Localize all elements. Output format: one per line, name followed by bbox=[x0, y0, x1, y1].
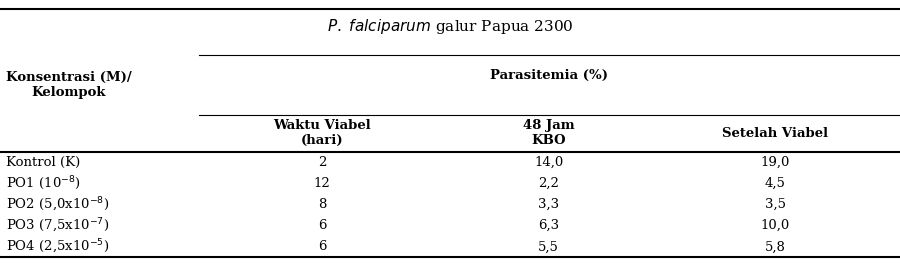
Text: 6: 6 bbox=[318, 219, 327, 232]
Text: PO4 (2,5x10$^{-5}$): PO4 (2,5x10$^{-5}$) bbox=[6, 238, 109, 256]
Text: PO1 (10$^{-8}$): PO1 (10$^{-8}$) bbox=[6, 175, 81, 192]
Text: 3,3: 3,3 bbox=[538, 198, 559, 211]
Text: 8: 8 bbox=[318, 198, 327, 211]
Text: 2: 2 bbox=[318, 156, 327, 169]
Text: PO2 (5,0x10$^{-8}$): PO2 (5,0x10$^{-8}$) bbox=[6, 195, 109, 214]
Text: $\it{P.\ falciparum}$ galur Papua 2300: $\it{P.\ falciparum}$ galur Papua 2300 bbox=[327, 17, 573, 36]
Text: Parasitemia (%): Parasitemia (%) bbox=[490, 69, 608, 82]
Text: 5,8: 5,8 bbox=[765, 240, 786, 253]
Text: PO3 (7,5x10$^{-7}$): PO3 (7,5x10$^{-7}$) bbox=[6, 217, 109, 235]
Text: Konsentrasi (M)/
Kelompok: Konsentrasi (M)/ Kelompok bbox=[6, 71, 131, 99]
Text: Waktu Viabel
(hari): Waktu Viabel (hari) bbox=[274, 119, 371, 147]
Text: 6,3: 6,3 bbox=[538, 219, 559, 232]
Text: 3,5: 3,5 bbox=[765, 198, 786, 211]
Text: 14,0: 14,0 bbox=[534, 156, 563, 169]
Text: 2,2: 2,2 bbox=[538, 177, 559, 190]
Text: 48 Jam
KBO: 48 Jam KBO bbox=[523, 119, 574, 147]
Text: 12: 12 bbox=[314, 177, 330, 190]
Text: 10,0: 10,0 bbox=[760, 219, 790, 232]
Text: Kontrol (K): Kontrol (K) bbox=[6, 156, 80, 169]
Text: 4,5: 4,5 bbox=[765, 177, 786, 190]
Text: 19,0: 19,0 bbox=[760, 156, 790, 169]
Text: 6: 6 bbox=[318, 240, 327, 253]
Text: Setelah Viabel: Setelah Viabel bbox=[722, 127, 828, 140]
Text: 5,5: 5,5 bbox=[538, 240, 559, 253]
